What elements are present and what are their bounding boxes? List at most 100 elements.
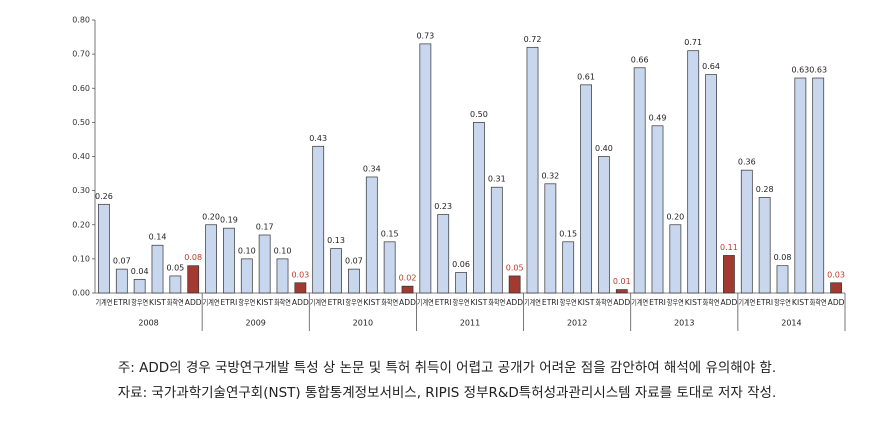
x-tick-label: 기계연	[631, 297, 648, 307]
x-group-label: 2012	[567, 319, 587, 328]
bar	[419, 43, 432, 294]
x-tick-label: 항우연	[560, 298, 577, 307]
value-label: 0.63	[809, 66, 827, 75]
value-label: 0.10	[238, 246, 256, 255]
x-group-label: 2014	[781, 319, 801, 328]
y-tick-label: 0.60	[72, 84, 90, 93]
y-tick-label: 0.50	[72, 118, 90, 127]
value-label: 0.61	[577, 72, 595, 81]
bar	[205, 224, 217, 294]
value-label: 0.31	[488, 175, 506, 184]
x-tick-label: 화학연	[703, 297, 720, 307]
x-tick-label: ADD	[721, 298, 738, 307]
bar	[240, 258, 253, 294]
bar	[526, 46, 539, 294]
bar	[455, 272, 467, 294]
bar	[669, 224, 682, 294]
x-tick-label: KIST	[256, 298, 273, 307]
bar	[812, 77, 825, 294]
x-tick-label: 화학연	[167, 297, 184, 307]
y-tick-label: 0.20	[72, 220, 90, 229]
value-label: 0.01	[613, 277, 631, 286]
x-tick-label: 항우연	[346, 298, 363, 307]
bar	[133, 279, 146, 294]
x-tick-label: ETRI	[328, 298, 345, 307]
value-label: 0.04	[131, 267, 149, 276]
bar	[490, 186, 503, 294]
value-label: 0.07	[113, 257, 131, 266]
x-tick-label: KIST	[149, 298, 166, 307]
x-tick-label: ETRI	[756, 298, 773, 307]
y-tick-label: 0.30	[72, 186, 90, 195]
bar	[508, 275, 521, 294]
bar	[115, 268, 128, 294]
value-label: 0.32	[541, 171, 559, 180]
value-label: 0.14	[149, 233, 167, 242]
bar	[98, 203, 110, 294]
x-tick-label: 기계연	[524, 297, 541, 307]
x-tick-label: KIST	[363, 298, 380, 307]
value-label: 0.03	[827, 270, 845, 279]
x-tick-label: ADD	[185, 298, 202, 307]
x-group-label: 2013	[674, 319, 694, 328]
x-tick-label: ADD	[292, 298, 309, 307]
bar	[437, 214, 450, 294]
value-label: 0.36	[738, 158, 756, 167]
bar	[276, 258, 289, 294]
value-label: 0.72	[524, 35, 542, 44]
value-label: 0.23	[434, 202, 452, 211]
x-group-label: 2008	[138, 319, 158, 328]
bar	[294, 282, 307, 294]
value-label: 0.40	[595, 144, 613, 153]
x-tick-label: 항우연	[774, 298, 791, 307]
value-label: 0.71	[684, 38, 702, 47]
bar	[187, 265, 200, 294]
x-tick-label: ETRI	[221, 298, 238, 307]
value-label: 0.15	[559, 229, 577, 238]
value-label: 0.43	[309, 134, 327, 143]
x-tick-label: ETRI	[542, 298, 559, 307]
x-tick-label: ADD	[506, 298, 523, 307]
value-label: 0.10	[274, 246, 292, 255]
bar	[687, 50, 700, 294]
y-tick-label: 0.70	[72, 50, 90, 59]
value-label: 0.50	[470, 110, 488, 119]
x-tick-label: ADD	[399, 298, 416, 307]
value-label: 0.66	[631, 55, 649, 64]
value-label: 0.08	[184, 253, 202, 262]
x-group-label: 2009	[246, 319, 266, 328]
value-label: 0.20	[202, 212, 220, 221]
x-tick-label: 화학연	[810, 297, 827, 307]
bar	[723, 255, 735, 294]
x-tick-label: 기계연	[417, 297, 434, 307]
x-tick-label: 기계연	[96, 297, 113, 307]
bar	[598, 156, 610, 294]
x-tick-label: 화학연	[274, 297, 291, 307]
x-tick-label: 항우연	[238, 298, 255, 307]
bar	[223, 227, 235, 294]
value-label: 0.73	[416, 31, 434, 40]
bar	[580, 84, 592, 294]
x-tick-label: 화학연	[596, 297, 613, 307]
bar	[544, 183, 557, 294]
y-tick-label: 0.00	[72, 289, 90, 298]
x-tick-label: ETRI	[113, 298, 130, 307]
value-label: 0.15	[381, 229, 399, 238]
value-label: 0.19	[220, 216, 238, 225]
bar	[330, 248, 342, 294]
bar	[312, 145, 325, 294]
x-tick-label: KIST	[685, 298, 702, 307]
x-tick-label: ETRI	[435, 298, 452, 307]
bar	[740, 169, 753, 294]
note: 주: ADD의 경우 국방연구개발 특성 상 논문 및 특허 취득이 어렵고 공…	[118, 360, 776, 376]
bar	[830, 282, 842, 294]
bar	[365, 176, 378, 294]
bar	[615, 289, 628, 294]
value-label: 0.05	[506, 263, 524, 272]
x-tick-label: 항우연	[667, 298, 684, 307]
x-tick-label: 화학연	[488, 297, 505, 307]
value-label: 0.13	[327, 236, 345, 245]
note: 자료: 국가과학기술연구회(NST) 통합통계정보서비스, RIPIS 정부R&…	[118, 385, 776, 401]
value-label: 0.26	[95, 192, 113, 201]
